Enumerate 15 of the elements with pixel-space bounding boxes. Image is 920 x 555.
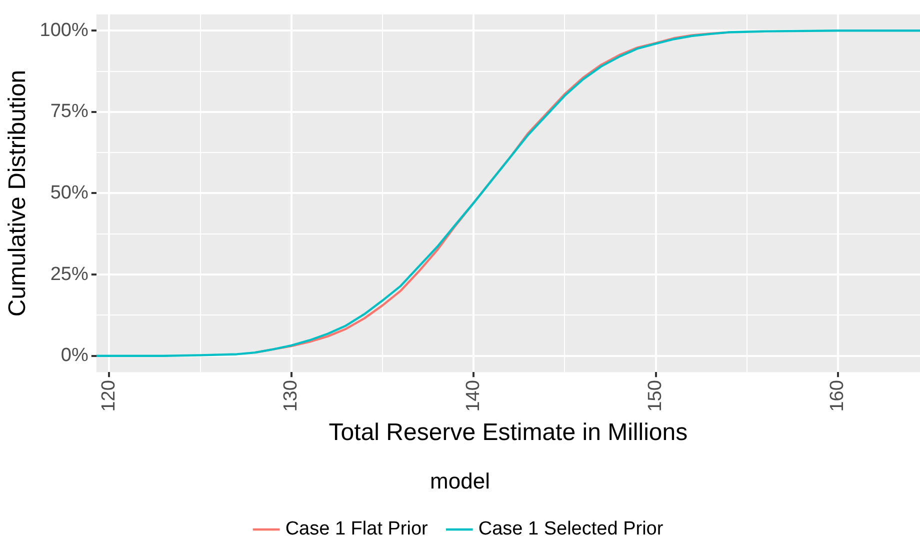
- x-axis-title: Total Reserve Estimate in Millions: [328, 418, 688, 446]
- y-tick-label: 75%: [50, 101, 88, 122]
- x-tick-label: 120: [98, 380, 120, 412]
- y-tick-label: 50%: [50, 182, 88, 204]
- x-tick-label: 150: [645, 380, 666, 412]
- legend-title: model: [430, 468, 490, 494]
- y-tick-label: 25%: [50, 264, 88, 285]
- x-tick-label: 140: [462, 380, 484, 412]
- y-axis-title: Cumulative Distribution: [4, 70, 32, 317]
- legend-label: Case 1 Selected Prior: [478, 518, 664, 540]
- y-tick-label: 0%: [60, 345, 88, 366]
- x-tick-label: 130: [280, 380, 302, 412]
- y-tick-label: 100%: [40, 20, 88, 41]
- x-tick-label: 160: [827, 380, 848, 412]
- legend-label: Case 1 Flat Prior: [285, 518, 429, 540]
